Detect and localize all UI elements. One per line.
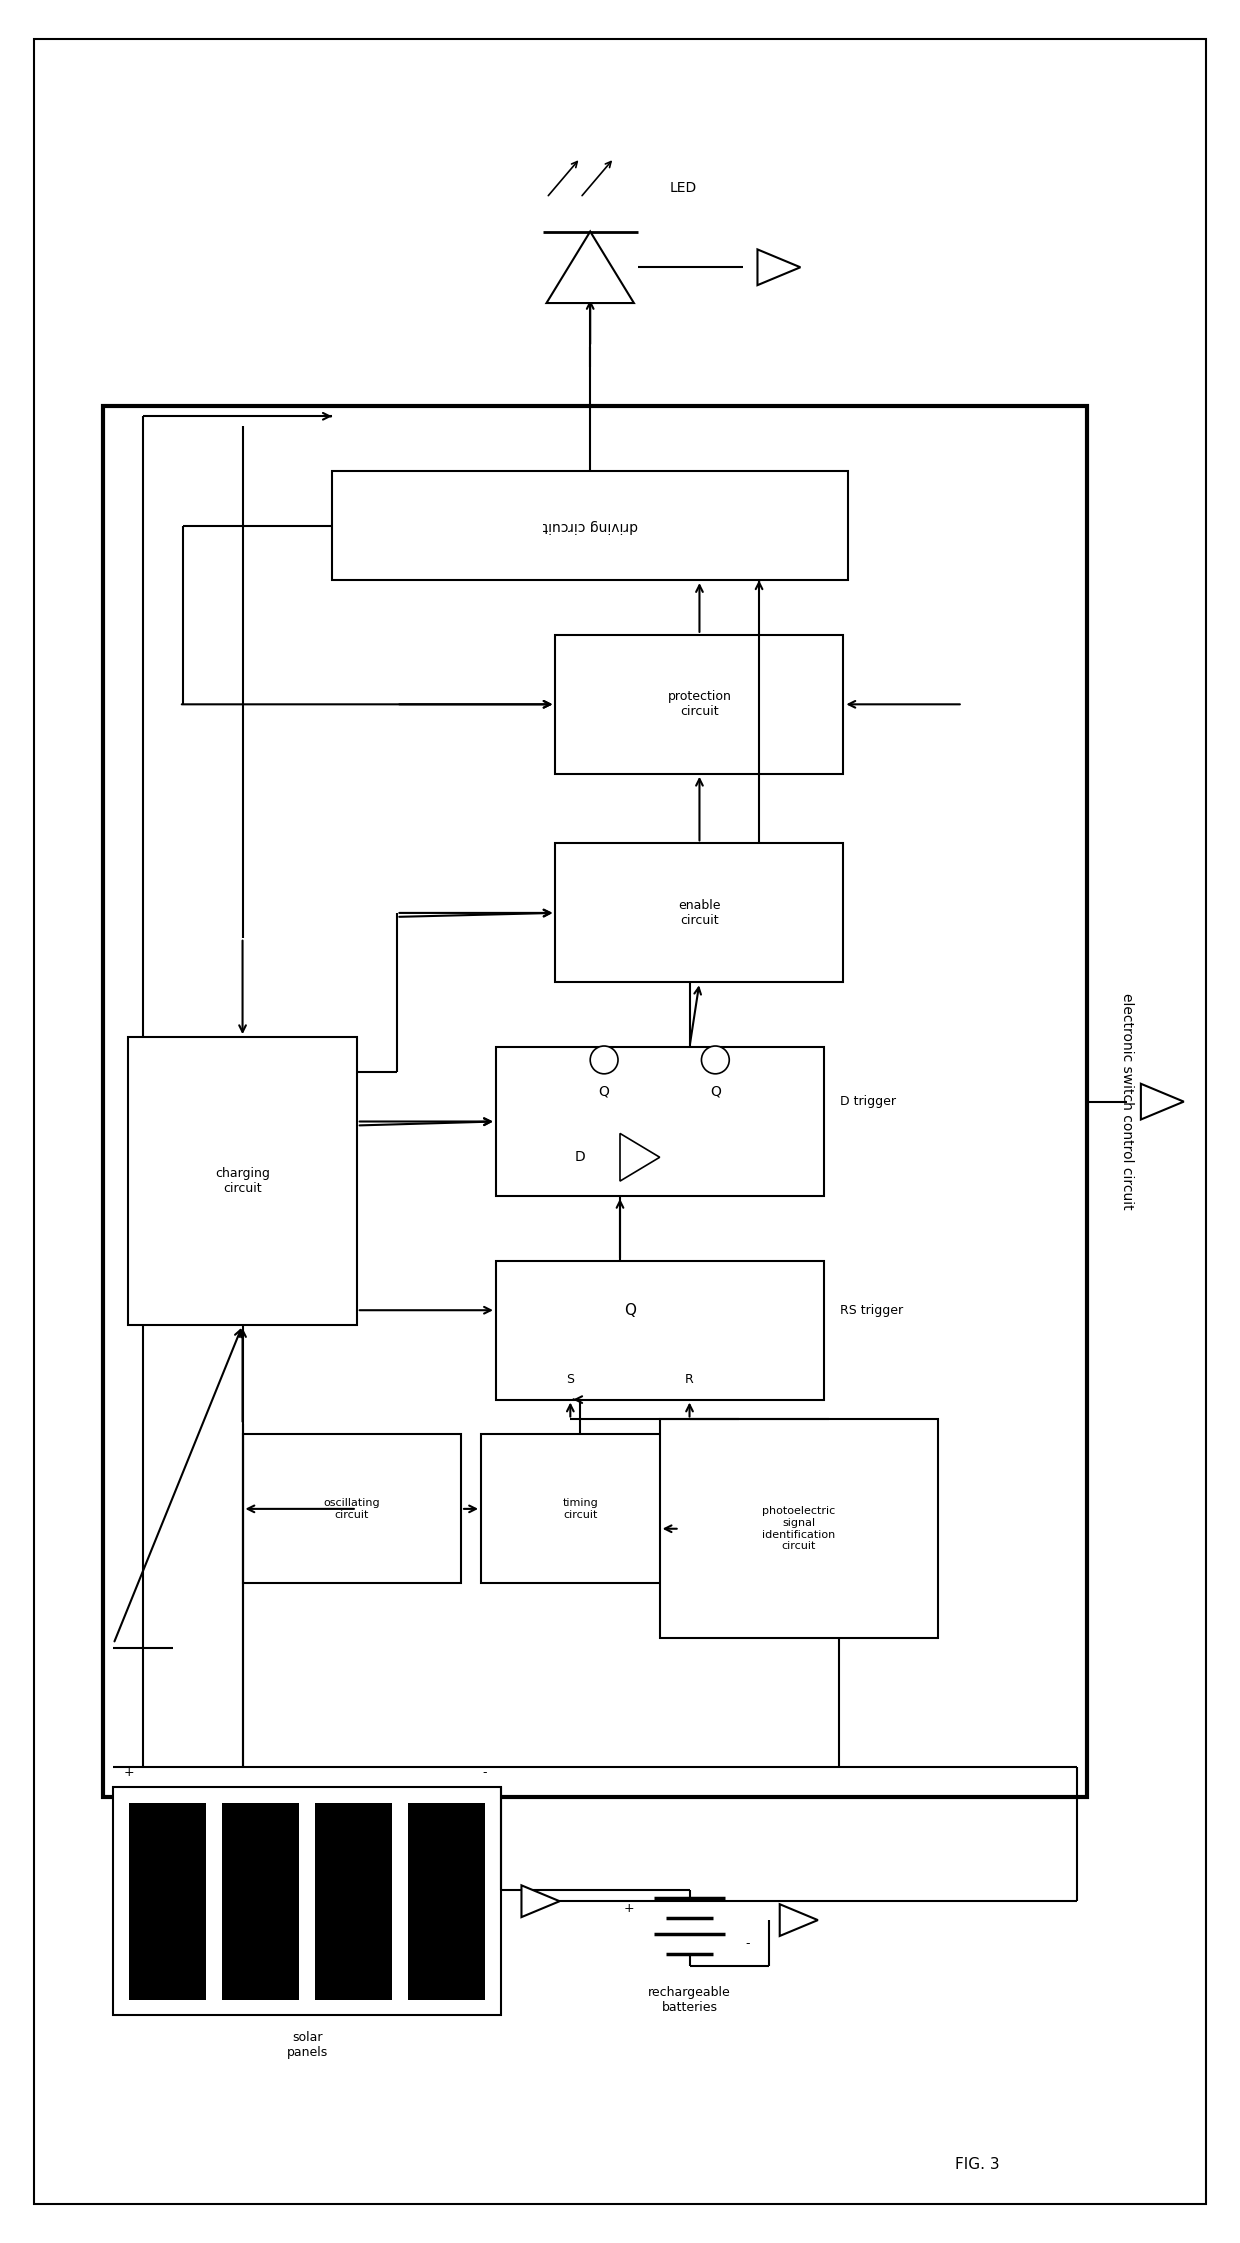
Bar bbox=[481, 1433, 680, 1584]
Bar bbox=[332, 471, 848, 581]
Bar bbox=[556, 635, 843, 774]
Text: LED: LED bbox=[670, 182, 697, 195]
Text: Q: Q bbox=[624, 1303, 636, 1317]
Text: Q: Q bbox=[711, 1086, 720, 1099]
Text: S: S bbox=[567, 1373, 574, 1386]
Polygon shape bbox=[620, 1133, 660, 1182]
Text: +: + bbox=[124, 1765, 135, 1779]
Text: RS trigger: RS trigger bbox=[839, 1303, 903, 1317]
Polygon shape bbox=[1141, 1083, 1184, 1119]
Bar bbox=[315, 1803, 392, 1999]
Bar bbox=[113, 1788, 501, 2016]
Bar bbox=[408, 1803, 485, 1999]
Text: rechargeable
batteries: rechargeable batteries bbox=[649, 1985, 730, 2014]
Bar bbox=[243, 1433, 461, 1584]
Text: solar
panels: solar panels bbox=[286, 2032, 327, 2059]
Bar bbox=[103, 406, 1086, 1797]
Bar bbox=[128, 1036, 357, 1326]
Text: D: D bbox=[575, 1151, 585, 1164]
Polygon shape bbox=[522, 1886, 559, 1918]
Text: -: - bbox=[482, 1765, 487, 1779]
Bar bbox=[222, 1803, 299, 1999]
Text: enable
circuit: enable circuit bbox=[678, 899, 720, 926]
Text: D trigger: D trigger bbox=[839, 1095, 895, 1108]
Text: oscillating
circuit: oscillating circuit bbox=[324, 1498, 381, 1521]
Text: Q: Q bbox=[599, 1086, 610, 1099]
Polygon shape bbox=[547, 231, 634, 303]
Bar bbox=[660, 1420, 937, 1637]
Bar bbox=[496, 1261, 823, 1400]
Bar bbox=[556, 843, 843, 982]
Text: R: R bbox=[686, 1373, 694, 1386]
Text: electronic switch control circuit: electronic switch control circuit bbox=[1120, 994, 1133, 1209]
Text: photoelectric
signal
identification
circuit: photoelectric signal identification circ… bbox=[763, 1507, 836, 1552]
Text: +: + bbox=[624, 1902, 634, 1916]
Bar bbox=[496, 1047, 823, 1196]
Polygon shape bbox=[780, 1904, 818, 1936]
Circle shape bbox=[702, 1045, 729, 1074]
Text: driving circuit: driving circuit bbox=[543, 518, 637, 532]
Text: charging
circuit: charging circuit bbox=[215, 1166, 270, 1196]
Text: protection
circuit: protection circuit bbox=[667, 691, 732, 718]
Polygon shape bbox=[758, 249, 800, 285]
Text: timing
circuit: timing circuit bbox=[563, 1498, 598, 1521]
Bar bbox=[129, 1803, 206, 1999]
Circle shape bbox=[590, 1045, 618, 1074]
Text: -: - bbox=[745, 1938, 750, 1951]
Text: FIG. 3: FIG. 3 bbox=[955, 2158, 999, 2171]
